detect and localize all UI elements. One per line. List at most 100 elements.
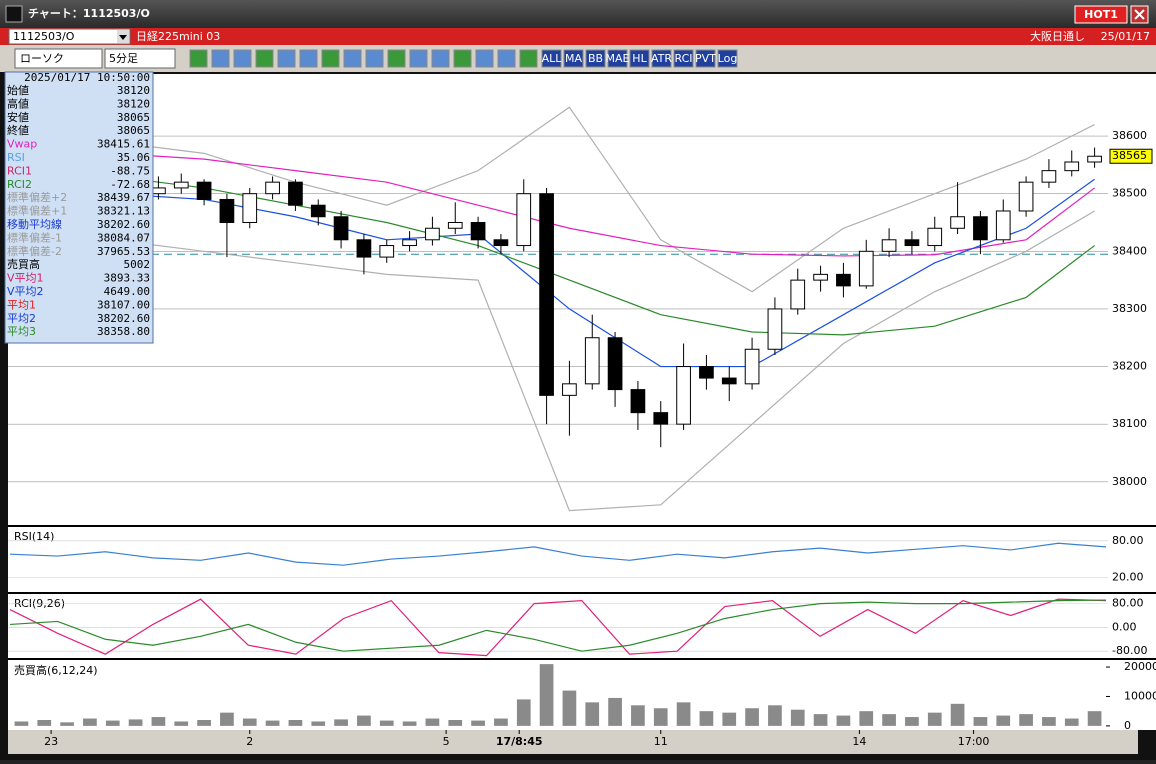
info-label: 高値 — [7, 96, 29, 110]
volume-bar — [836, 715, 851, 726]
volume-bar — [220, 712, 234, 726]
volume-bar — [859, 711, 874, 726]
info-label: 標準偏差+1 — [7, 204, 67, 218]
x-tick-label: 17:00 — [958, 735, 990, 748]
tool-icon — [189, 49, 208, 68]
indicator-line — [21, 147, 1095, 257]
info-label: 標準偏差-2 — [7, 244, 62, 258]
volume-bar — [448, 720, 463, 726]
volume-bar — [174, 721, 189, 726]
tool-button[interactable] — [673, 49, 694, 68]
x-tick-label: 23 — [44, 735, 58, 748]
y-tick-label: 0.00 — [1112, 620, 1137, 633]
tool-button[interactable] — [651, 49, 672, 68]
indicator-line — [21, 106, 1095, 293]
tool-button[interactable] — [607, 49, 628, 68]
tool-button[interactable] — [717, 49, 738, 68]
tool-button[interactable] — [695, 49, 716, 68]
candle-body — [151, 187, 166, 195]
volume-bar — [1064, 718, 1079, 726]
y-tick-label: 38200 — [1112, 360, 1147, 373]
symbol-input[interactable] — [8, 28, 131, 45]
panel-label: RSI(14) — [14, 530, 54, 543]
tool-button[interactable] — [629, 49, 650, 68]
plot-background — [8, 74, 1108, 730]
tool-icon — [321, 49, 340, 68]
volume-bar — [950, 703, 965, 726]
tool-button-label: ATR — [651, 52, 672, 65]
volume-bar — [813, 714, 828, 726]
candle-body — [630, 389, 646, 414]
tool-button-label: MAE — [606, 52, 630, 65]
candle-body — [1041, 170, 1057, 183]
candle-body — [607, 337, 623, 391]
info-value: 38120 — [117, 97, 150, 110]
y-tick-label: 38500 — [1112, 187, 1147, 200]
tool-button-label: BB — [588, 52, 603, 65]
chart-type: ローソク — [20, 52, 64, 65]
candle-body — [242, 193, 258, 224]
info-value: 37965.53 — [97, 245, 150, 258]
volume-bar — [402, 721, 417, 726]
info-datetime: 2025/01/17 10:50:00 — [24, 71, 150, 84]
candle-body — [813, 273, 828, 281]
volume-bar — [562, 690, 577, 726]
volume-bar — [1042, 717, 1056, 726]
y-tick-label: 38400 — [1112, 244, 1147, 257]
tool-icon — [409, 49, 428, 68]
candle-body — [333, 216, 349, 241]
volume-bar — [745, 708, 759, 726]
volume-bar — [37, 720, 52, 726]
tool-button[interactable] — [563, 49, 584, 68]
candle-body — [950, 216, 965, 229]
y-tick-label: 10000 — [1124, 689, 1156, 702]
tool-button[interactable] — [585, 49, 606, 68]
volume-bar — [265, 720, 280, 726]
info-label: 安値 — [7, 110, 29, 124]
chart-type-select[interactable] — [14, 48, 103, 69]
interval-select[interactable] — [104, 48, 176, 69]
candle-body — [493, 239, 509, 247]
tool-icon — [497, 49, 516, 68]
volume-bar — [242, 718, 257, 726]
volume-bar — [334, 719, 348, 726]
info-value: 5002 — [124, 258, 151, 271]
candle-body — [470, 222, 486, 241]
x-tick-label: 11 — [654, 735, 668, 748]
candle-body — [767, 308, 783, 350]
tool-button-label: HL — [632, 52, 647, 65]
volume-bar — [927, 712, 942, 726]
last-price-box — [1109, 148, 1153, 164]
candle-body — [219, 198, 235, 224]
candle-body — [744, 348, 760, 385]
candle-body — [676, 366, 691, 425]
info-value: 35.06 — [117, 151, 150, 164]
volume-bar — [379, 720, 394, 726]
volume-bar — [357, 715, 371, 726]
info-value: 38202.60 — [97, 312, 150, 325]
tool-button[interactable] — [541, 49, 562, 68]
window-title: チャート：1112503/O — [28, 7, 150, 20]
candle-body — [379, 245, 395, 258]
volume-bar — [60, 722, 74, 726]
info-label: RCI2 — [7, 178, 32, 191]
volume-bar — [1087, 711, 1102, 726]
hot-button[interactable] — [1074, 5, 1128, 24]
info-value: 38107.00 — [97, 298, 150, 311]
volume-bar — [699, 711, 714, 726]
info-value: 38439.67 — [97, 191, 150, 204]
candle-body — [653, 412, 669, 425]
last-price-label: 38565 — [1112, 149, 1147, 162]
volume-bar — [311, 721, 326, 726]
volume-bar — [1019, 714, 1033, 726]
volume-bar — [676, 702, 691, 726]
candle-body — [562, 383, 577, 396]
volume-bar — [83, 718, 97, 726]
volume-bar — [722, 712, 737, 726]
session: 大阪日通し — [1030, 29, 1085, 43]
candle-body — [699, 366, 714, 379]
volume-bar — [608, 697, 622, 726]
info-label: RSI — [7, 151, 25, 164]
candle-body — [1087, 155, 1102, 163]
